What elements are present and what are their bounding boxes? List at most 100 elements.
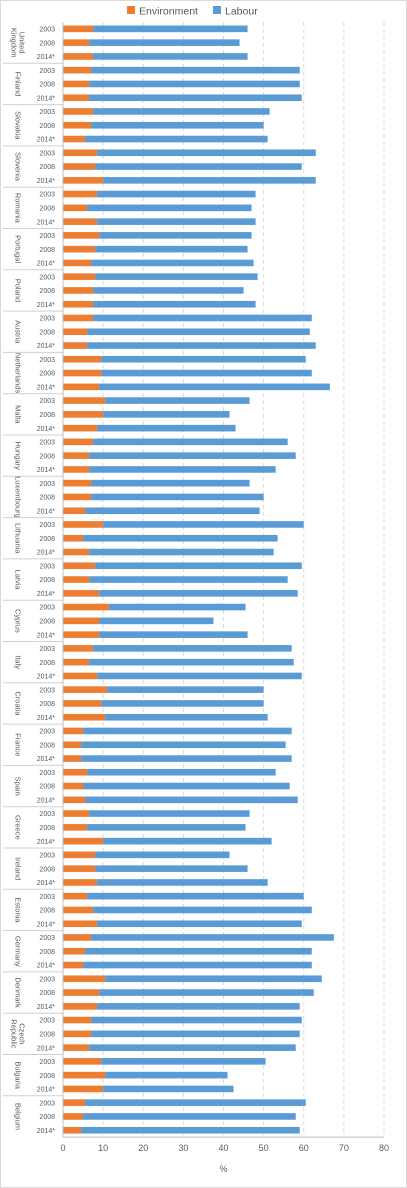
bar-environment-united-kingdom-2014* [63,53,94,60]
bar-environment-slovakia-2008 [63,121,92,129]
bar-environment-estonia-2003 [63,892,88,900]
bar-labour-austria-2014* [87,342,316,349]
country-label-denmark: Denmark [14,977,23,1008]
x-tick-label-50: 50 [259,1143,269,1153]
bar-environment-lithuania-2014* [63,548,90,556]
bar-environment-netherlands-2014* [63,383,100,391]
country-label-latvia: Latvia [14,570,23,591]
bar-environment-austria-2014* [63,342,88,349]
bar-environment-bulgaria-2014* [63,1085,104,1093]
bar-labour-spain-2008 [83,782,290,790]
bar-environment-slovenia-2003 [63,149,98,157]
bar-environment-france-2014* [63,755,82,762]
bar-environment-poland-2003 [63,273,96,280]
bar-labour-ireland-2003 [95,851,230,859]
bar-labour-cyprus-2014* [99,631,248,638]
bar-environment-luxembourg-2014* [63,507,86,515]
country-label-belgium: Belgium [14,1103,23,1130]
bar-labour-bulgaria-2003 [101,1058,266,1065]
bar-labour-hungary-2014* [89,466,276,473]
bar-labour-czech-republic-2003 [91,1016,302,1024]
bars [63,25,334,1134]
year-label: 2014* [37,550,56,557]
x-axis: 0 10 20 30 40 50 60 70 80% [60,22,389,1174]
year-label: 2008 [39,495,55,502]
bar-labour-netherlands-2003 [101,355,306,363]
year-label: 2014* [37,1128,56,1135]
bar-environment-netherlands-2003 [63,355,102,363]
bar-environment-belgium-2008 [63,1113,84,1120]
bar-environment-belgium-2003 [63,1099,86,1106]
bar-environment-latvia-2008 [63,576,90,583]
bar-labour-italy-2014* [97,672,302,680]
bar-environment-latvia-2014* [63,590,100,597]
x-tick-label-0: 0 [60,1143,65,1153]
bar-labour-poland-2008 [93,287,244,294]
year-label: 2003 [39,26,55,33]
bar-environment-spain-2003 [63,768,88,776]
legend-swatch-environment [127,6,135,14]
bar-labour-denmark-2014* [97,1003,300,1010]
bar-environment-greece-2008 [63,824,88,831]
year-label: 2014* [37,426,56,433]
bar-labour-latvia-2014* [99,590,298,597]
year-label: 2003 [39,481,55,488]
bar-labour-cyprus-2003 [109,603,246,611]
bar-labour-luxembourg-2008 [91,493,264,501]
bar-labour-germany-2008 [85,947,312,955]
bar-labour-malta-2003 [105,397,250,404]
bar-labour-ireland-2008 [95,865,248,872]
bar-labour-austria-2003 [93,314,312,322]
country-label-hungary: Hungary [14,441,23,470]
legend-swatch-labour [213,6,221,14]
year-label: 2003 [39,646,55,653]
bar-labour-luxembourg-2003 [91,479,250,487]
country-label-romania: Romania [14,193,23,224]
bar-labour-united-kingdom-2014* [93,53,248,60]
year-label: 2008 [39,990,55,997]
country-label-croatia: Croatia [14,691,23,716]
bar-labour-belgium-2008 [83,1113,296,1120]
year-label: 2003 [39,109,55,116]
bar-labour-bulgaria-2014* [103,1085,234,1093]
bar-environment-malta-2003 [63,397,106,404]
bar-environment-spain-2014* [63,796,86,804]
year-label: 2003 [39,439,55,446]
bar-environment-romania-2014* [63,218,98,225]
bar-environment-poland-2014* [63,300,94,308]
year-label: 2014* [37,261,56,268]
bar-environment-poland-2008 [63,287,94,294]
bar-labour-lithuania-2003 [103,521,304,528]
country-label-ireland: Ireland [14,857,23,880]
year-label: 2014* [37,137,56,144]
y-axis-labels: UnitedKingdom 2003 2008 2014* Finland 2003 200… [3,26,63,1135]
bar-labour-france-2014* [81,755,292,762]
bar-environment-greece-2014* [63,837,104,845]
year-label: 2008 [39,82,55,89]
x-axis-title: % [219,1164,227,1174]
bar-environment-italy-2014* [63,672,98,680]
bar-labour-italy-2008 [89,658,294,666]
bar-environment-portugal-2014* [63,259,92,267]
bar-environment-greece-2003 [63,810,90,817]
bar-environment-netherlands-2008 [63,369,102,377]
year-label: 2008 [39,701,55,708]
year-label: 2008 [39,205,55,212]
bar-environment-cyprus-2014* [63,631,100,638]
bar-labour-malta-2014* [97,424,236,432]
year-label: 2003 [39,770,55,777]
year-label: 2003 [39,522,55,529]
year-label: 2014* [37,756,56,763]
year-label: 2014* [37,632,56,639]
year-label: 2008 [39,371,55,378]
country-label-united-kingdom: UnitedKingdom [9,28,26,58]
bar-labour-czech-republic-2014* [89,1044,296,1051]
bar-labour-italy-2003 [93,645,292,652]
x-tick-label-30: 30 [178,1143,188,1153]
bar-labour-belgium-2014* [81,1126,300,1134]
bar-environment-estonia-2014* [63,920,98,928]
bar-labour-slovenia-2008 [95,163,302,170]
bar-labour-slovakia-2008 [91,121,264,129]
bar-environment-malta-2014* [63,424,98,432]
